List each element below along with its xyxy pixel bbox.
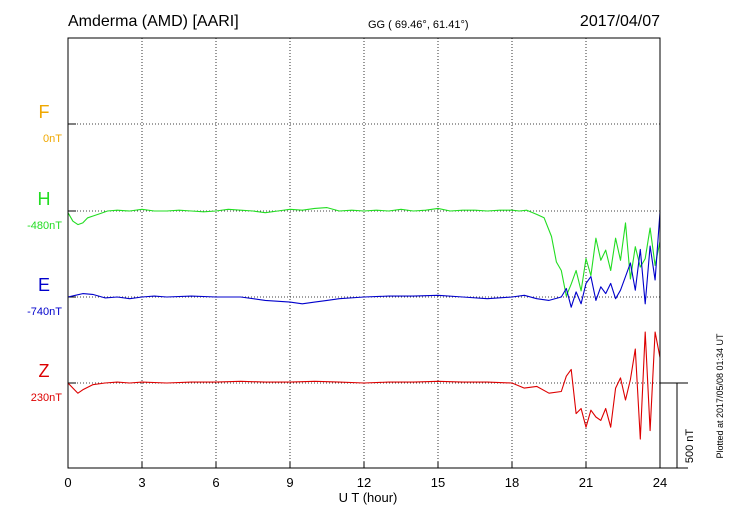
- component-labels: F 0nT H -480nT E -740nT Z 230nT: [27, 102, 62, 404]
- x-axis-ticks: 0 3 6 9 12 15 18 21 24: [64, 462, 667, 490]
- series-lines: [67, 207, 661, 440]
- x-tick-label-12: 12: [357, 475, 371, 490]
- component-baseline-H: -480nT: [27, 220, 62, 232]
- x-tick-label-6: 6: [212, 475, 219, 490]
- component-name-H: H: [38, 189, 51, 209]
- series-line-Z: [67, 331, 661, 440]
- component-baseline-Z: 230nT: [31, 392, 62, 404]
- grid: [68, 38, 660, 468]
- x-axis-label: U T (hour): [339, 490, 398, 505]
- x-tick-label-18: 18: [505, 475, 519, 490]
- scale-bar: 500 nT: [660, 382, 696, 469]
- x-tick-label-3: 3: [138, 475, 145, 490]
- component-name-F: F: [39, 102, 50, 122]
- coordinates-label: GG ( 69.46°, 61.41°): [368, 19, 469, 31]
- component-baseline-F: 0nT: [43, 133, 62, 145]
- plot-frame: [67, 37, 661, 469]
- component-name-E: E: [38, 275, 50, 295]
- x-tick-label-21: 21: [579, 475, 593, 490]
- series-line-E: [67, 211, 661, 308]
- series-line-H: [67, 207, 661, 297]
- date-label: 2017/04/07: [580, 13, 660, 30]
- component-name-Z: Z: [39, 361, 50, 381]
- plotted-note: Plotted at 2017/05/08 01:34 UT: [715, 333, 725, 459]
- component-baseline-E: -740nT: [27, 306, 62, 318]
- station-title: Amderma (AMD) [AARI]: [68, 13, 239, 30]
- x-tick-label-15: 15: [431, 475, 445, 490]
- x-tick-label-0: 0: [64, 475, 71, 490]
- scale-label: 500 nT: [684, 429, 696, 464]
- x-tick-label-24: 24: [653, 475, 667, 490]
- x-tick-label-9: 9: [286, 475, 293, 490]
